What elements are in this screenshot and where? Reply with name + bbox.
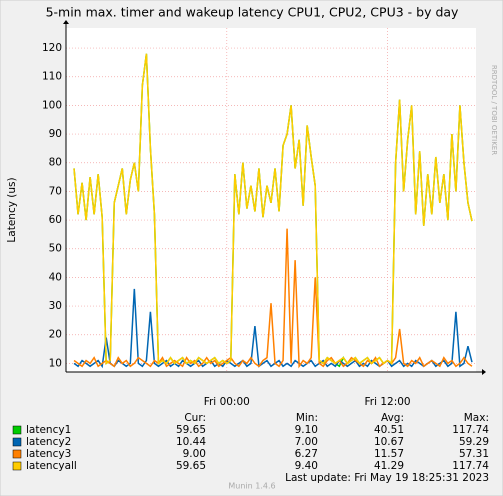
side-text: RRDTOOL / TOBI OETIKER	[490, 65, 498, 155]
legend-swatch	[12, 425, 22, 435]
legend-value: 10.67	[374, 436, 404, 448]
legend-swatch	[12, 449, 22, 459]
y-axis-label: Latency (us)	[6, 177, 18, 242]
legend-value: 59.65	[176, 424, 206, 436]
legend-value: 6.27	[295, 448, 318, 460]
legend-name: latency1	[26, 424, 71, 436]
legend-name: latency2	[26, 436, 71, 448]
legend-value: 40.51	[374, 424, 404, 436]
legend-header: Cur:	[184, 412, 206, 424]
axis-arrow	[63, 20, 69, 24]
legend-value: 57.31	[459, 448, 489, 460]
legend-value: 59.29	[459, 436, 489, 448]
y-tick-label: 20	[49, 329, 62, 341]
x-tick-label: Fri 12:00	[365, 396, 411, 408]
y-tick-label: 100	[42, 99, 62, 111]
y-tick-label: 90	[49, 128, 62, 140]
legend-swatch	[12, 437, 22, 447]
legend-name: latency3	[26, 448, 71, 460]
legend-name: latencyall	[26, 460, 77, 472]
series-line	[73, 228, 473, 369]
y-tick-label: 40	[49, 271, 62, 283]
y-tick-label: 30	[49, 300, 62, 312]
legend-header: Avg:	[381, 412, 404, 424]
series-line	[73, 53, 473, 365]
y-tick-label: 50	[49, 243, 62, 255]
legend-value: 7.00	[295, 436, 318, 448]
y-tick-label: 60	[49, 214, 62, 226]
legend-header: Max:	[464, 412, 489, 424]
footer: Munin 1.4.6	[228, 482, 275, 491]
legend-swatch	[12, 461, 22, 471]
legend-value: 11.57	[374, 448, 404, 460]
chart-title: 5-min max. timer and wakeup latency CPU1…	[46, 5, 459, 20]
legend-value: 10.44	[176, 436, 206, 448]
legend-value: 9.10	[295, 424, 318, 436]
legend-value: 117.74	[452, 460, 489, 472]
legend-header: Min:	[296, 412, 318, 424]
legend-value: 117.74	[452, 424, 489, 436]
x-tick-label: Fri 00:00	[204, 396, 250, 408]
legend-value: 41.29	[374, 460, 404, 472]
legend-value: 59.65	[176, 460, 206, 472]
last-update: Last update: Fri May 19 18:25:31 2023	[285, 472, 489, 484]
y-tick-label: 10	[49, 357, 62, 369]
axis-arrow	[482, 369, 486, 375]
y-tick-label: 110	[42, 71, 62, 83]
legend-value: 9.40	[295, 460, 318, 472]
y-tick-label: 120	[42, 42, 62, 54]
y-tick-label: 80	[49, 157, 62, 169]
y-tick-label: 70	[49, 185, 62, 197]
legend-value: 9.00	[183, 448, 206, 460]
